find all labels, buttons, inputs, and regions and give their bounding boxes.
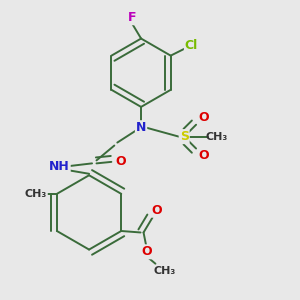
Text: NH: NH: [49, 160, 70, 173]
Text: CH₃: CH₃: [206, 132, 228, 142]
Text: N: N: [136, 121, 146, 134]
Text: O: O: [141, 245, 152, 258]
Text: O: O: [152, 204, 162, 217]
Text: Cl: Cl: [185, 39, 198, 52]
Text: S: S: [180, 130, 189, 143]
Text: CH₃: CH₃: [25, 189, 47, 199]
Text: F: F: [128, 11, 136, 24]
Text: O: O: [198, 111, 209, 124]
Text: O: O: [198, 149, 209, 162]
Text: O: O: [115, 155, 126, 168]
Text: CH₃: CH₃: [153, 266, 176, 276]
